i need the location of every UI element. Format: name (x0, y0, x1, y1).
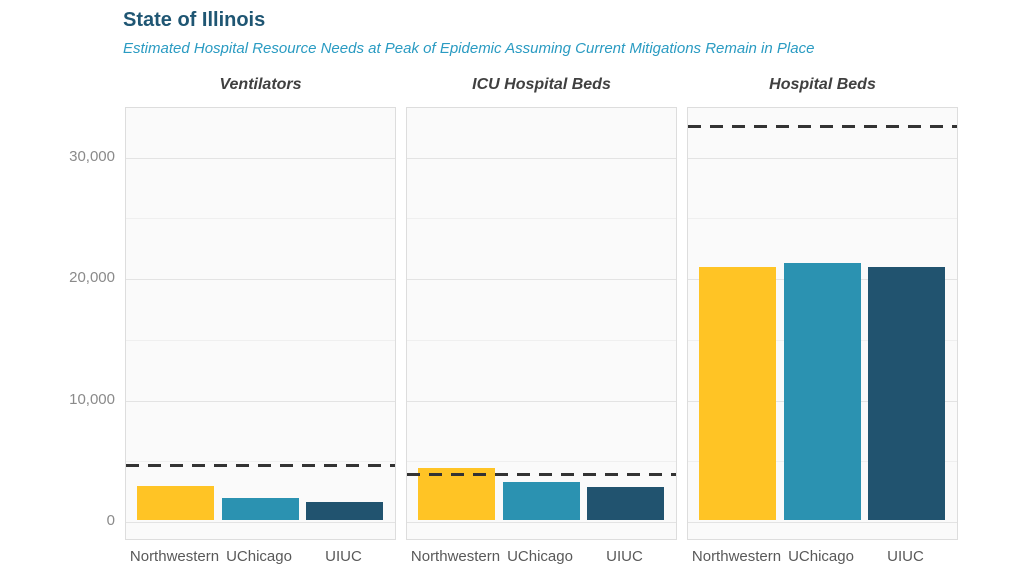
major-gridline (407, 522, 676, 523)
minor-gridline (126, 461, 395, 463)
capacity-dashed-line (688, 125, 957, 129)
x-axis-label-uiuc: UIUC (325, 548, 362, 565)
x-axis-label-northwestern: Northwestern (129, 548, 220, 565)
y-axis-tick-label: 20,000 (69, 269, 115, 287)
bar-hospital-beds-northwestern (699, 267, 776, 520)
major-gridline (126, 400, 395, 402)
major-gridline (407, 279, 676, 281)
capacity-dashed-line (126, 463, 395, 467)
y-axis-tick-label: 0 (106, 512, 115, 529)
x-axis-label-uiuc: UIUC (606, 548, 643, 565)
x-axis-label-northwestern: Northwestern (410, 548, 501, 565)
x-axis-label-uchicago: UChicago (226, 548, 292, 565)
major-gridline (688, 522, 957, 523)
panel-hospital-beds (687, 107, 958, 540)
minor-gridline (407, 461, 676, 463)
bar-hospital-beds-uiuc (868, 267, 945, 520)
capacity-dashed-line (407, 472, 676, 476)
facet-title-hospital-beds: Hospital Beds (769, 76, 876, 93)
chart-subtitle: Estimated Hospital Resource Needs at Pea… (123, 40, 815, 57)
major-gridline (126, 157, 395, 159)
bar-hospital-beds-uchicago (783, 262, 861, 520)
chart-title: State of Illinois (123, 9, 266, 31)
bar-ventilators-uiuc (306, 501, 383, 520)
facet-title-icu-hospital-beds: ICU Hospital Beds (472, 76, 611, 93)
minor-gridline (126, 339, 395, 341)
bar-icu-hospital-beds-northwestern (418, 467, 495, 520)
bar-ventilators-northwestern (137, 486, 214, 520)
x-axis-label-uiuc: UIUC (887, 548, 924, 565)
major-gridline (407, 157, 676, 159)
minor-gridline (126, 218, 395, 220)
major-gridline (126, 279, 395, 281)
major-gridline (126, 522, 395, 523)
major-gridline (407, 400, 676, 402)
major-gridline (688, 157, 957, 159)
minor-gridline (688, 218, 957, 220)
minor-gridline (407, 218, 676, 220)
bar-ventilators-uchicago (221, 498, 299, 520)
x-axis-label-uchicago: UChicago (788, 548, 854, 565)
panel-ventilators (125, 107, 396, 540)
x-axis-label-northwestern: Northwestern (691, 548, 782, 565)
y-axis-tick-label: 30,000 (69, 147, 115, 165)
bar-icu-hospital-beds-uchicago (502, 481, 580, 520)
bar-icu-hospital-beds-uiuc (587, 487, 664, 520)
minor-gridline (407, 339, 676, 341)
x-axis-label-uchicago: UChicago (507, 548, 573, 565)
y-axis-tick-label: 10,000 (69, 390, 115, 408)
panel-icu-hospital-beds (406, 107, 677, 540)
facet-title-ventilators: Ventilators (219, 76, 302, 93)
